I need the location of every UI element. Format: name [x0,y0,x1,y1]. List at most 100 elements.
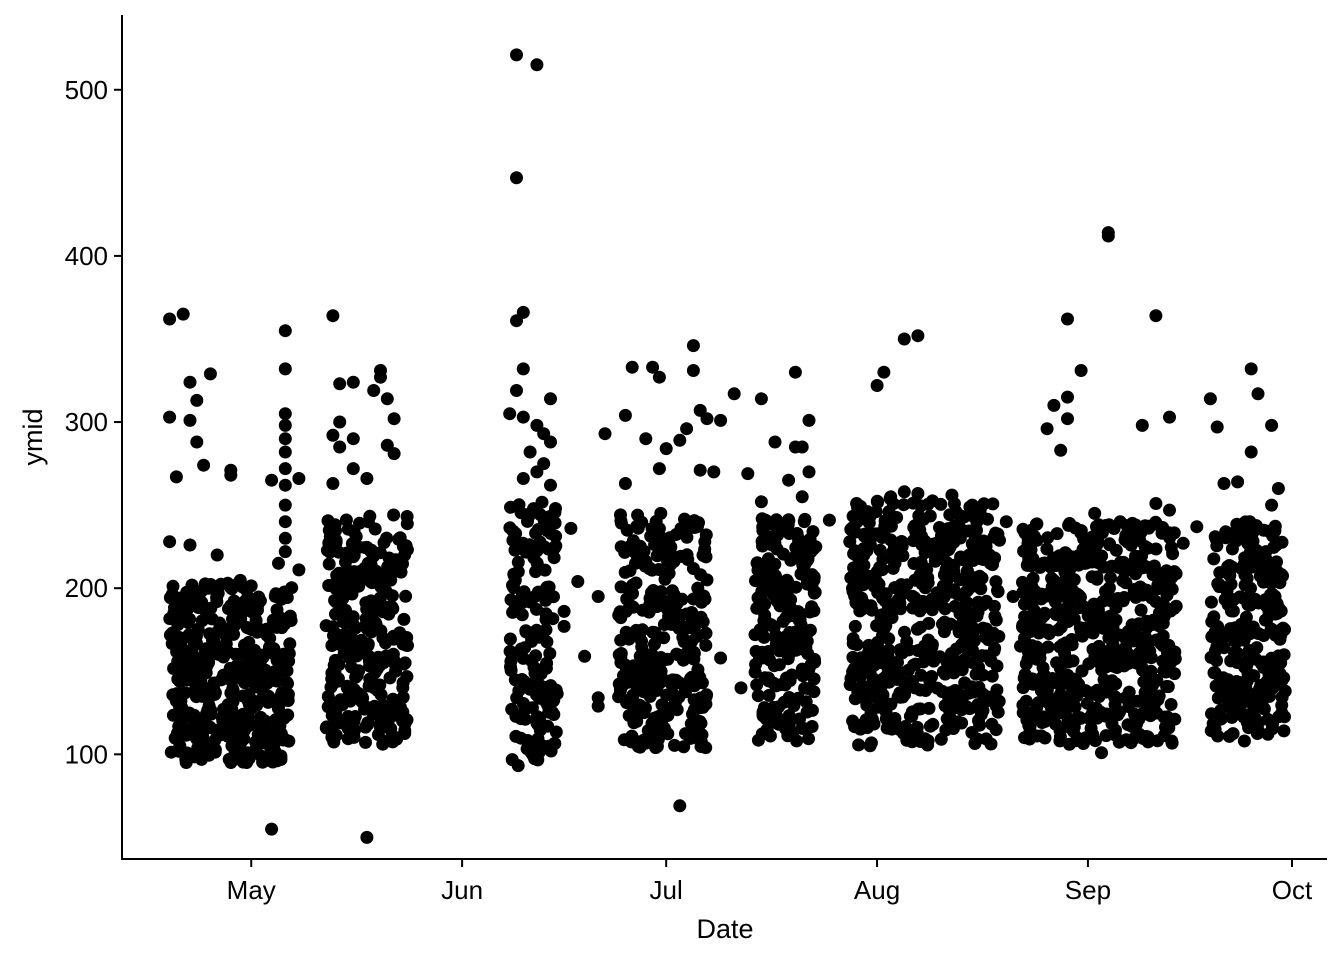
data-point [1210,639,1224,653]
data-point [292,563,306,577]
data-point [614,516,628,530]
data-point [335,698,349,712]
data-point [862,569,876,583]
data-point [320,720,334,734]
data-point [326,477,340,490]
data-point [1256,659,1270,673]
data-point [960,700,974,714]
data-point [651,599,665,613]
data-point [509,709,523,723]
data-point [669,605,683,619]
data-point [805,720,819,733]
data-point [938,667,952,681]
data-point [881,661,895,675]
data-point [857,527,871,541]
data-point [1076,737,1090,750]
data-point [1050,527,1064,541]
data-point [163,535,177,549]
data-point [1252,715,1266,729]
data-point [368,572,382,586]
data-point [756,586,769,600]
data-point [1089,538,1103,551]
data-point [390,732,404,746]
data-point [871,586,885,599]
data-point [965,620,979,634]
data-point [224,468,238,482]
data-point [670,703,684,717]
data-point [1090,572,1104,586]
data-point [202,655,216,669]
data-point [622,632,636,646]
data-point [651,549,665,563]
data-point [387,508,401,522]
data-point [950,642,963,656]
data-point [965,509,979,523]
data-point [665,594,679,608]
data-point [652,522,666,536]
data-point [170,645,184,659]
data-point [750,556,764,570]
data-point [773,644,786,658]
data-point [263,729,277,743]
data-point [886,561,900,575]
data-point [163,410,177,424]
data-point [512,598,525,612]
data-point [1063,517,1077,530]
data-point [529,649,543,663]
data-point [925,603,939,617]
data-point [911,702,925,716]
data-point [322,557,336,571]
data-point [1138,560,1152,574]
data-point [862,516,876,530]
data-point [386,647,400,661]
data-point [281,690,295,704]
data-point [870,379,884,392]
data-point [276,733,290,747]
data-point [347,581,360,595]
data-point [865,712,879,726]
data-point [960,596,974,610]
data-point [278,407,292,421]
data-point [180,663,194,677]
data-point [228,618,242,632]
data-point [1221,673,1235,687]
data-point [1238,568,1252,582]
data-point [807,652,821,666]
data-point [1023,732,1037,746]
data-point [1038,731,1052,745]
data-point [224,686,238,700]
data-point [657,631,671,645]
data-point [991,705,1005,719]
data-point [1217,477,1231,490]
data-point [185,578,199,592]
data-point [1047,398,1061,412]
data-point [782,473,796,487]
data-point [809,540,823,554]
data-point [884,490,898,504]
data-point [680,422,694,436]
data-point [505,753,519,767]
data-point [191,622,205,636]
data-point [204,703,218,717]
points-layer [163,48,1292,844]
x-tick-label: Jul [650,875,683,905]
data-point [510,384,523,397]
data-point [1066,654,1080,668]
x-tick-label: Sep [1065,875,1111,905]
data-point [850,497,864,510]
data-point [1161,680,1175,694]
data-point [870,494,884,508]
data-point [798,557,812,571]
data-point [911,329,925,343]
data-point [365,543,379,557]
data-point [754,392,768,406]
data-point [788,365,802,379]
data-point [373,717,387,731]
data-point [333,440,347,454]
data-point [278,445,292,459]
data-point [198,644,212,658]
data-point [976,704,990,717]
data-point [382,551,396,565]
data-point [1163,410,1176,424]
data-point [1035,716,1049,729]
